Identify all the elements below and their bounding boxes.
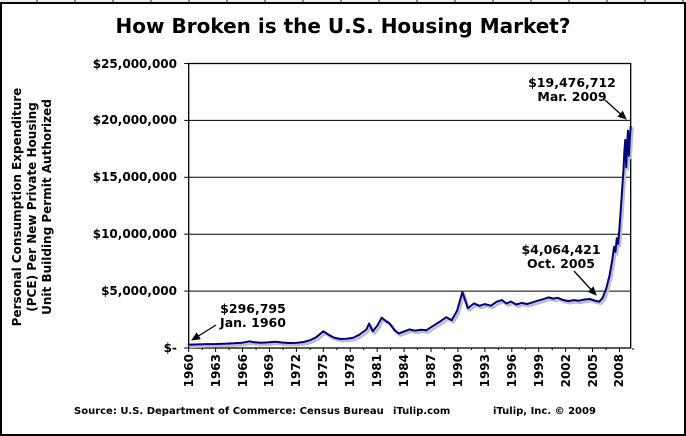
- annotation-value: $4,064,421: [521, 242, 601, 257]
- chart-title: How Broken is the U.S. Housing Market?: [115, 14, 571, 38]
- y-tick-label: $20,000,000: [92, 113, 177, 128]
- window-edge-strip: [0, 0, 686, 3]
- y-tick-label: $5,000,000: [101, 284, 177, 299]
- x-tick-label: 1999: [531, 354, 546, 388]
- y-axis-title-line: Unit Building Permit Authorized: [40, 99, 54, 315]
- annotation-date: Jan. 1960: [220, 315, 286, 330]
- annotation-arrow: [573, 270, 597, 296]
- annotation-date: Mar. 2009: [537, 89, 607, 104]
- x-tick-label: 1975: [316, 354, 331, 388]
- x-tick-label: 1984: [397, 354, 412, 388]
- x-tick-label: 1987: [424, 354, 438, 388]
- y-tick-label: $25,000,000: [92, 56, 177, 71]
- annotation-date: Oct. 2005: [527, 256, 595, 271]
- y-tick-label: $10,000,000: [92, 227, 177, 242]
- y-axis-title-line: Personal Consumption Expenditure: [10, 87, 24, 327]
- x-tick-label: 2002: [558, 354, 573, 388]
- x-tick-label: 2005: [585, 354, 600, 388]
- y-tick-label: $-: [163, 341, 177, 355]
- x-tick-label: 1963: [208, 354, 223, 388]
- annotation-mar2009: $19,476,712 Mar. 2009: [487, 76, 657, 104]
- x-tick-label: 1978: [343, 354, 358, 388]
- annotation-jan1960: $296,795 Jan. 1960: [168, 302, 338, 330]
- copyright-label: iTulip, Inc. © 2009: [493, 406, 596, 417]
- x-tick-label: 1981: [370, 354, 385, 388]
- y-axis-title: Personal Consumption Expenditure (PCE) Pe…: [10, 57, 55, 357]
- x-tick-label: 1969: [262, 354, 277, 388]
- annotation-value: $296,795: [220, 301, 286, 316]
- source-credit: Source: U.S. Department of Commerce: Cen…: [74, 406, 384, 417]
- annotation-value: $19,476,712: [528, 75, 616, 90]
- x-tick-label: 1990: [450, 354, 465, 388]
- x-tick-label: 1993: [477, 354, 492, 388]
- y-axis-title-line: (PCE) Per New Private Housing: [25, 102, 39, 312]
- x-tick-label: 2008: [612, 354, 627, 388]
- itulip-site-label: iTulip.com: [393, 406, 451, 417]
- y-tick-label: $15,000,000: [92, 170, 177, 185]
- annotation-oct2005: $4,064,421 Oct. 2005: [476, 243, 646, 271]
- x-tick-label: 1960: [181, 354, 196, 388]
- x-tick-label: 1966: [235, 354, 250, 388]
- x-tick-label: 1972: [289, 354, 304, 388]
- x-tick-label: 1996: [504, 354, 519, 388]
